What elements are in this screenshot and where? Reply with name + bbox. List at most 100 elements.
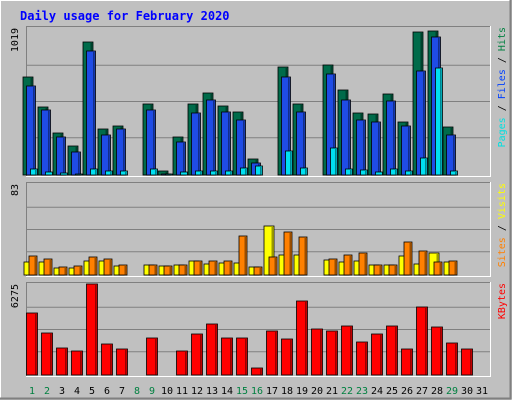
x-tick-label: 7 (119, 386, 125, 397)
bar-sites-day-2 (43, 258, 53, 276)
bar-shadow (198, 114, 200, 175)
bar-shadow (305, 169, 307, 175)
bar-kbytes-day-17 (266, 330, 278, 376)
series-kbytes (26, 283, 473, 376)
series-files (26, 36, 456, 176)
bar-shadow (380, 335, 382, 375)
x-tick-label: 26 (401, 386, 413, 397)
legend-entry: / (497, 219, 508, 237)
x-tick-label: 28 (431, 386, 443, 397)
bar-pages-day-3 (60, 172, 68, 176)
chart-panels: 1019 Pages / Files / Hits 83 Sites / Visits… (10, 26, 508, 377)
bar-shadow (349, 256, 352, 275)
bar-shadow (425, 308, 427, 375)
x-tick-label: 3 (59, 386, 65, 397)
bar-sites-day-11 (178, 264, 188, 276)
bar-shadow (48, 111, 50, 175)
bar-shadow (395, 170, 397, 175)
bar-sites-day-22 (343, 254, 353, 276)
bar-shadow (65, 349, 67, 375)
bar-shadow (200, 335, 202, 375)
bar-shadow (244, 237, 247, 275)
bar-shadow (334, 260, 337, 275)
bar-shadow (410, 172, 412, 175)
x-tick-label: 19 (296, 386, 308, 397)
bar-pages-day-25 (390, 168, 398, 176)
bar-shadow (94, 258, 97, 275)
bar-shadow (305, 302, 307, 375)
bar-shadow (439, 263, 442, 275)
bar-pages-day-18 (285, 150, 293, 176)
series-pages (30, 67, 458, 176)
bar-shadow (230, 339, 232, 375)
bar-shadow (289, 233, 292, 275)
bar-kbytes-day-5 (86, 283, 98, 376)
bar-shadow (64, 268, 67, 275)
bar-sites-day-6 (103, 258, 113, 276)
bar-shadow (34, 257, 37, 275)
bar-sites-day-4 (73, 265, 83, 276)
bar-shadow (440, 328, 442, 375)
bar-shadow (393, 102, 395, 175)
bar-sites-day-18 (283, 231, 293, 276)
bar-pages-day-11 (180, 171, 188, 176)
x-tick-label: 23 (356, 386, 368, 397)
bar-kbytes-day-27 (416, 306, 428, 376)
bar-sites-day-25 (388, 264, 398, 276)
bar-shadow (395, 327, 397, 375)
bar-pages-day-4 (75, 173, 83, 176)
bar-sites-day-10 (163, 265, 173, 276)
bar-shadow (409, 243, 412, 275)
x-tick-label: 1 (29, 386, 35, 397)
bar-sites-day-29 (448, 260, 458, 276)
bar-sites-day-27 (418, 250, 428, 276)
bar-shadow (303, 113, 305, 175)
bar-sites-day-19 (298, 236, 308, 276)
bar-kbytes-day-29 (446, 342, 458, 376)
x-tick-label: 17 (266, 386, 278, 397)
bar-sites-day-21 (328, 258, 338, 276)
bar-shadow (245, 339, 247, 375)
bar-pages-day-10 (165, 173, 173, 176)
bar-kbytes-day-28 (431, 326, 443, 376)
x-tick-label: 25 (386, 386, 398, 397)
bar-shadow (271, 227, 274, 275)
bar-pages-day-19 (300, 167, 308, 176)
x-tick-label: 8 (134, 386, 140, 397)
bar-shadow (470, 350, 472, 375)
bar-sites-day-17 (268, 256, 278, 276)
legend-entry: / (497, 99, 508, 117)
bar-shadow (378, 123, 380, 175)
bar-shadow (169, 267, 172, 275)
bar-pages-day-23 (360, 169, 368, 176)
x-tick-label: 11 (176, 386, 188, 397)
bar-pages-day-13 (210, 170, 218, 176)
bar-shadow (408, 127, 410, 175)
bar-shadow (288, 78, 290, 175)
bar-pages-day-22 (345, 168, 353, 176)
x-tick-label: 15 (236, 386, 248, 397)
bar-shadow (333, 75, 335, 175)
legend-entry: KBytes (497, 283, 508, 319)
bar-pages-day-21 (330, 147, 338, 176)
bar-shadow (320, 330, 322, 375)
bar-shadow (215, 172, 217, 175)
bar-shadow (125, 350, 127, 375)
bar-kbytes-day-11 (176, 350, 188, 376)
x-tick-label: 13 (206, 386, 218, 397)
bar-shadow (79, 267, 82, 275)
bar-shadow (49, 260, 52, 275)
bar-shadow (394, 266, 397, 275)
bar-sites-day-9 (148, 264, 158, 276)
bar-shadow (424, 252, 427, 275)
x-tick-label: 2 (44, 386, 50, 397)
legend-entry: Sites (497, 237, 508, 267)
bar-kbytes-day-2 (41, 332, 53, 376)
legend-entry: Files (497, 69, 508, 99)
bar-shadow (155, 170, 157, 175)
bar-shadow (440, 69, 442, 175)
bar-shadow (165, 172, 168, 175)
bar-sites-day-7 (118, 264, 128, 276)
bar-sites-day-1 (28, 255, 38, 276)
bar-kbytes-day-12 (191, 333, 203, 376)
